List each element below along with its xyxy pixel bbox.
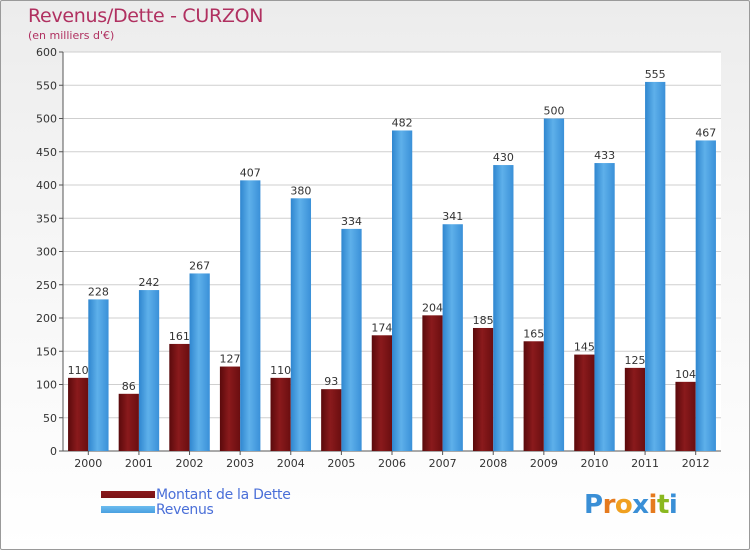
data-label-revenue: 555 <box>645 68 666 81</box>
bar-revenue <box>392 130 413 451</box>
bar-revenue <box>290 198 312 451</box>
x-tick-label: 2008 <box>479 457 507 470</box>
legend-label-revenue: Revenus <box>156 502 214 518</box>
bar-debt <box>321 389 342 451</box>
logo-letter: o <box>614 490 633 520</box>
y-tick-label: 350 <box>36 212 57 225</box>
bar-revenue <box>138 290 160 451</box>
x-tick-label: 2001 <box>125 457 153 470</box>
bar-revenue <box>341 228 362 451</box>
bar-debt <box>523 341 544 451</box>
data-label-debt: 204 <box>422 301 443 314</box>
chart-subtitle: (en milliers d'€) <box>28 29 115 42</box>
x-tick-label: 2005 <box>327 457 355 470</box>
y-tick-label: 0 <box>50 445 57 458</box>
y-tick-label: 600 <box>36 46 57 59</box>
x-tick-label: 2009 <box>530 457 558 470</box>
x-tick-label: 2010 <box>580 457 608 470</box>
y-tick-label: 200 <box>36 312 57 325</box>
bar-revenue <box>189 273 210 451</box>
data-label-revenue: 242 <box>139 276 160 289</box>
logo-letter: i <box>668 490 678 520</box>
bar-revenue <box>493 165 514 452</box>
legend-label-debt: Montant de la Dette <box>156 487 291 503</box>
logo-letter: x <box>632 490 649 520</box>
bar-revenue <box>594 163 615 451</box>
data-label-debt: 165 <box>523 327 544 340</box>
data-label-revenue: 228 <box>88 285 109 298</box>
x-tick-label: 2006 <box>378 457 406 470</box>
data-label-revenue: 430 <box>493 151 514 164</box>
legend-swatch-revenue <box>101 506 155 513</box>
bar-revenue <box>695 140 716 451</box>
bar-revenue <box>543 118 565 451</box>
y-tick-label: 300 <box>36 246 57 259</box>
data-label-debt: 125 <box>624 354 645 367</box>
proxiti-logo: Proxiti <box>584 490 678 520</box>
bar-debt <box>219 366 241 451</box>
y-tick-label: 500 <box>36 113 57 126</box>
y-tick-label: 450 <box>36 146 57 159</box>
y-tick-label: 400 <box>36 179 57 192</box>
x-tick-label: 2004 <box>277 457 305 470</box>
data-label-revenue: 467 <box>695 126 716 139</box>
data-label-revenue: 407 <box>240 166 261 179</box>
data-label-debt: 185 <box>473 314 494 327</box>
x-tick-label: 2003 <box>226 457 254 470</box>
bar-debt <box>422 315 443 451</box>
logo-letter: i <box>648 490 658 520</box>
data-label-revenue: 433 <box>594 149 615 162</box>
data-label-revenue: 482 <box>392 116 413 129</box>
data-label-debt: 127 <box>220 353 241 366</box>
bar-revenue <box>442 224 463 451</box>
logo-letter: r <box>602 490 616 520</box>
bar-debt <box>270 377 291 451</box>
x-tick-label: 2002 <box>176 457 204 470</box>
data-label-revenue: 380 <box>290 184 311 197</box>
bar-revenue <box>645 81 666 452</box>
data-label-debt: 161 <box>169 330 190 343</box>
data-label-debt: 93 <box>324 375 338 388</box>
data-label-revenue: 267 <box>189 259 210 272</box>
bar-debt <box>624 367 646 451</box>
y-tick-label: 550 <box>36 79 57 92</box>
data-label-revenue: 334 <box>341 215 362 228</box>
data-label-debt: 110 <box>68 364 89 377</box>
bar-debt <box>118 393 139 451</box>
bar-revenue <box>240 180 261 451</box>
logo-letter: P <box>584 490 603 520</box>
y-tick-label: 250 <box>36 279 57 292</box>
data-label-debt: 145 <box>574 341 595 354</box>
chart-title: Revenus/Dette - CURZON <box>28 5 264 27</box>
data-label-revenue: 500 <box>543 105 564 118</box>
x-tick-label: 2012 <box>682 457 710 470</box>
x-tick-label: 2000 <box>74 457 102 470</box>
bar-debt <box>675 381 696 451</box>
bar-revenue <box>88 299 109 451</box>
bar-debt <box>68 377 89 451</box>
logo-letter: t <box>656 490 669 520</box>
legend-swatch-debt <box>101 491 155 498</box>
y-tick-label: 100 <box>36 379 57 392</box>
data-label-debt: 104 <box>675 368 696 381</box>
x-tick-label: 2007 <box>429 457 457 470</box>
bar-debt <box>169 343 190 451</box>
y-tick-label: 150 <box>36 345 57 358</box>
bar-debt <box>574 354 595 451</box>
data-label-debt: 86 <box>122 380 136 393</box>
data-label-revenue: 341 <box>442 210 463 223</box>
bar-debt <box>371 335 392 451</box>
bar-debt <box>472 327 494 451</box>
data-label-debt: 110 <box>270 364 291 377</box>
y-tick-label: 50 <box>43 412 57 425</box>
data-label-debt: 174 <box>371 321 392 334</box>
x-tick-label: 2011 <box>631 457 659 470</box>
